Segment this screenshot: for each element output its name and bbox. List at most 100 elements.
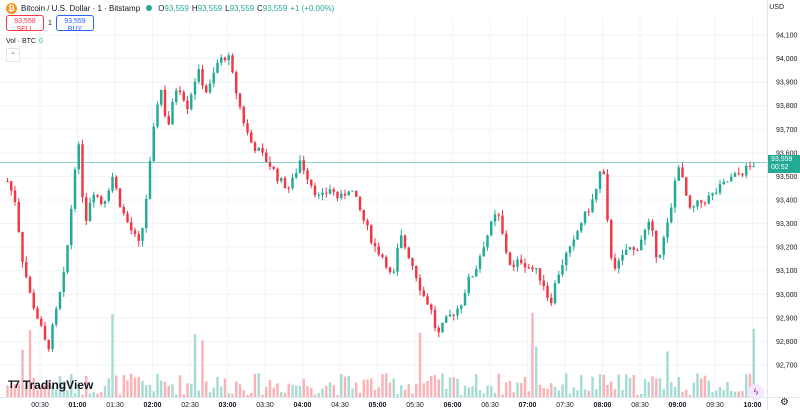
volume-bar (295, 385, 298, 397)
spread-value: 1 (48, 19, 52, 27)
symbol-title[interactable]: Bitcoin / U.S. Dollar · 1 · Bitstamp (21, 3, 141, 13)
candle-body (456, 308, 459, 316)
volume-bar (396, 394, 399, 397)
volume-bar (133, 377, 137, 397)
volume-bar (662, 389, 665, 397)
volume-bar (523, 376, 527, 397)
market-status-icon[interactable] (146, 5, 153, 11)
volume-bar (583, 389, 587, 397)
candle-body (670, 207, 673, 223)
candle-body (696, 200, 699, 207)
volume-bar (280, 391, 283, 397)
candle-body (100, 196, 103, 205)
chevron-up-icon[interactable]: ⌃ (6, 48, 20, 62)
candle-body (595, 188, 598, 200)
candle-body (10, 181, 13, 191)
candle-body (235, 72, 238, 94)
candle-body (700, 200, 703, 203)
candle-body (85, 197, 88, 221)
volume-bar (448, 377, 452, 397)
candle-body (302, 160, 305, 171)
volume-bar (490, 385, 493, 397)
volume-bar (651, 376, 654, 397)
volume-bars (6, 312, 755, 397)
volume-bar (647, 381, 650, 397)
volume-bar (287, 383, 290, 397)
volume-label: Vol · BTC (6, 38, 36, 45)
time-tick-label: 01:30 (106, 402, 124, 409)
volume-bar (310, 387, 313, 397)
candle-body (520, 259, 523, 264)
volume-bar (238, 384, 242, 397)
candle-body (186, 100, 189, 110)
candle-body (396, 247, 399, 272)
volume-bar (441, 373, 444, 397)
volume-bar (220, 386, 223, 397)
time-axis[interactable]: 00:30 01:00 01:30 02:00 02:30 03:00 03:30 04:00… (0, 397, 800, 410)
volume-bar (445, 388, 448, 397)
volume-bar (610, 381, 613, 397)
price-tick-label: 93,800 (776, 103, 798, 110)
volume-bar (62, 380, 65, 397)
volume-bar (595, 389, 598, 397)
buy-button[interactable]: 93,559 BUY (56, 15, 94, 33)
candle-body (647, 221, 650, 230)
volume-bar (130, 373, 133, 397)
candle-body (257, 147, 260, 151)
candle-body (21, 231, 24, 262)
candle-body (43, 325, 47, 340)
sell-button[interactable]: 93,558 SELL (6, 15, 44, 33)
candle-body (625, 249, 628, 255)
volume-indicator-legend[interactable]: Vol · BTC 0 (6, 38, 43, 45)
volume-bar (703, 375, 707, 397)
volume-bar (107, 378, 110, 397)
currency-label[interactable]: USD (769, 4, 784, 11)
candle-body (640, 239, 643, 251)
volume-bar (201, 340, 204, 397)
candle-body (478, 256, 482, 269)
volume-bar (636, 394, 639, 397)
volume-bar (302, 378, 305, 397)
candle-body (580, 223, 583, 232)
high-value: H93,559 (191, 3, 223, 13)
volume-bar (677, 377, 680, 397)
volume-bar (520, 383, 523, 397)
candle-body (467, 276, 470, 294)
gear-icon[interactable]: ⚙ (780, 397, 789, 408)
volume-bar (741, 390, 744, 397)
lightning-icon[interactable]: ϟ (748, 384, 764, 400)
candle-body (343, 193, 347, 196)
candle-body (122, 206, 125, 214)
tradingview-logo[interactable]: T7 TradingView (8, 378, 93, 392)
volume-bar (366, 379, 369, 397)
candle-body (426, 296, 429, 305)
time-tick-label: 06:30 (481, 402, 499, 409)
volume-bar (178, 375, 182, 397)
volume-bar (343, 376, 347, 397)
buy-price: 93,559 (64, 18, 86, 25)
volume-bar (452, 377, 455, 397)
candle-body (576, 231, 579, 240)
volume-bar (77, 384, 80, 397)
candle-body (583, 211, 587, 224)
candle-body (137, 234, 140, 241)
volume-bar (546, 388, 549, 397)
candle-body (752, 166, 755, 168)
candle-body (628, 247, 632, 250)
volume-bar (347, 375, 350, 397)
volume-bar (276, 383, 279, 397)
chart-grid (0, 18, 767, 397)
candle-body (246, 123, 249, 133)
volume-bar (430, 375, 433, 397)
candle-body (92, 194, 95, 203)
volume-bar (208, 392, 212, 397)
candle-body (175, 90, 178, 102)
candle-body (163, 89, 167, 117)
price-tick-label: 94,000 (776, 56, 798, 63)
volume-bar (328, 382, 332, 397)
volume-bar (478, 390, 482, 397)
price-axis[interactable]: 92,700 92,800 92,900 93,000 93,100 93,200 93,3… (767, 0, 798, 410)
volume-bar (261, 394, 264, 397)
candle-body (291, 177, 294, 189)
